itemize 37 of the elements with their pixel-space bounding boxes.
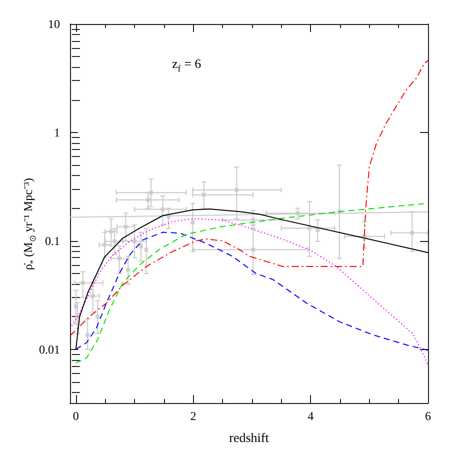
point	[126, 268, 130, 272]
line-series	[75, 232, 428, 351]
point	[251, 218, 256, 222]
point	[144, 248, 148, 252]
y-tick-label: 0.1	[45, 234, 60, 248]
point	[86, 332, 90, 337]
annotation: z$_{f}$ = 6	[172, 56, 202, 74]
point	[117, 256, 122, 260]
y-tick-label: 0.01	[39, 342, 60, 356]
point	[307, 226, 312, 230]
x-tick-label: 0	[72, 409, 79, 423]
x-tick-label: 2	[190, 409, 196, 423]
point	[410, 230, 414, 235]
point	[90, 294, 95, 298]
x-tick-label: 6	[425, 409, 431, 423]
x-axis-title: redshift	[229, 430, 270, 445]
point	[80, 280, 85, 285]
point	[190, 220, 195, 224]
point	[251, 248, 256, 252]
line-series	[70, 60, 428, 336]
point	[234, 188, 239, 192]
point	[74, 304, 78, 309]
point	[160, 207, 165, 212]
point	[102, 242, 107, 247]
point	[124, 224, 128, 229]
point	[132, 239, 137, 244]
point	[146, 198, 150, 202]
y-tick-label: 10	[48, 17, 60, 31]
point	[112, 239, 117, 244]
point	[148, 190, 153, 195]
x-tick-label: 4	[308, 409, 314, 423]
point	[139, 244, 144, 248]
point	[316, 228, 320, 232]
y-tick-label: 1	[54, 125, 60, 140]
point	[96, 314, 100, 319]
point	[202, 192, 206, 197]
point	[109, 230, 114, 234]
